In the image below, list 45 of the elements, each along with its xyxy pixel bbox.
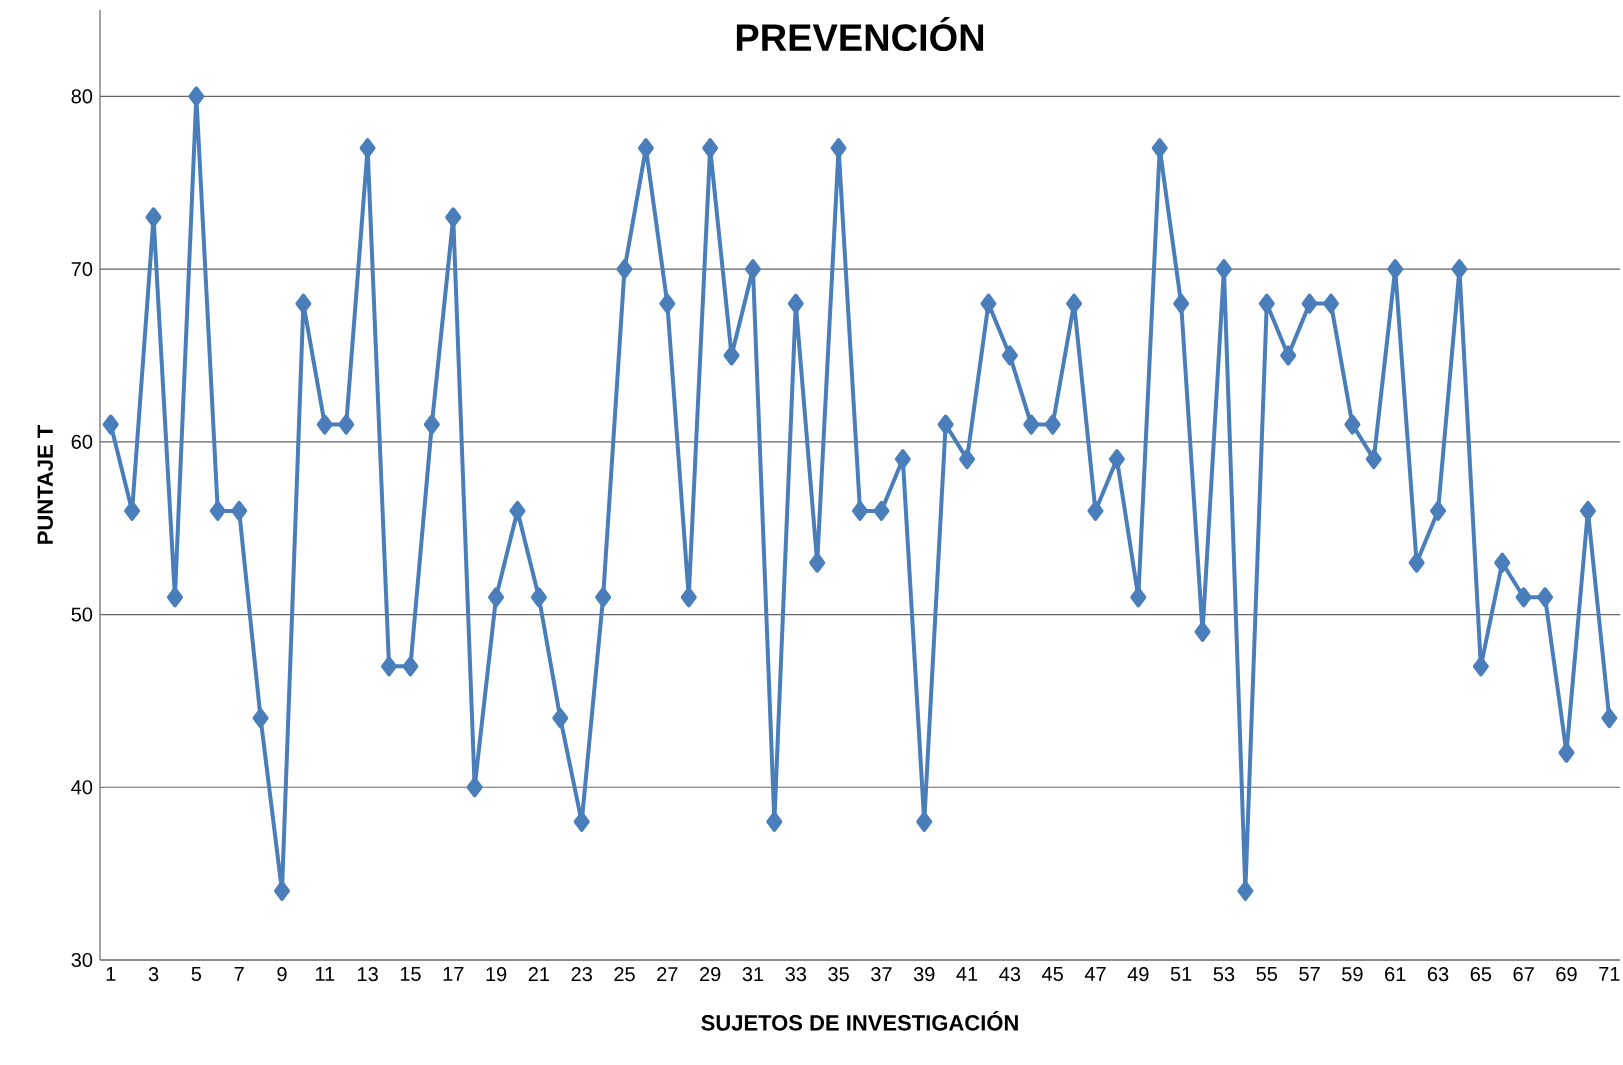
x-tick-label: 37 [871,967,892,982]
x-tick-label: 59 [1342,967,1363,982]
x-tick-label: 63 [1427,967,1449,982]
x-tick-label: 1 [106,967,116,981]
y-tick-label: 80 [71,89,93,104]
x-tick-label: 51 [1170,967,1192,981]
x-tick-label: 9 [277,967,287,982]
x-tick-label: 5 [191,967,202,981]
y-tick-label: 60 [71,434,93,449]
x-tick-label: 17 [443,967,464,981]
y-tick-label: 40 [71,780,93,795]
x-tick-label: 67 [1513,967,1534,982]
x-tick-label: 27 [657,967,678,982]
chart-title: PREVENCIÓN [736,17,984,52]
x-tick-label: 29 [700,967,721,982]
x-tick-label: 31 [742,967,764,982]
x-tick-label: 35 [828,967,849,982]
x-tick-label: 23 [571,967,592,982]
y-tick-label: 50 [71,607,93,622]
x-tick-label: 19 [486,967,507,982]
x-tick-label: 65 [1470,967,1492,982]
x-tick-label: 21 [528,967,550,982]
x-tick-label: 71 [1599,967,1620,981]
x-tick-label: 41 [956,967,978,981]
x-tick-label: 11 [315,967,335,981]
x-axis-title: SUJETOS DE INVESTIGACIÓN [701,1010,1018,1031]
x-tick-label: 49 [1127,967,1149,982]
x-tick-label: 25 [614,967,635,982]
x-tick-label: 53 [1213,967,1235,982]
y-tick-label: 70 [71,262,93,277]
x-tick-label: 47 [1084,967,1106,981]
x-tick-label: 7 [234,967,244,981]
x-tick-label: 13 [358,967,378,982]
x-tick-label: 57 [1299,967,1320,981]
y-axis-title: PUNTAJE T [37,424,53,544]
x-tick-label: 43 [999,967,1021,982]
x-tick-label: 45 [1042,967,1063,981]
x-tick-label: 33 [785,967,807,982]
x-tick-label: 61 [1385,967,1406,982]
x-tick-label: 39 [913,967,935,982]
x-tick-label: 15 [400,967,421,981]
y-tick-label: 30 [71,952,93,968]
x-tick-label: 55 [1256,967,1278,981]
x-tick-label: 3 [148,967,159,982]
x-tick-label: 69 [1556,967,1577,982]
